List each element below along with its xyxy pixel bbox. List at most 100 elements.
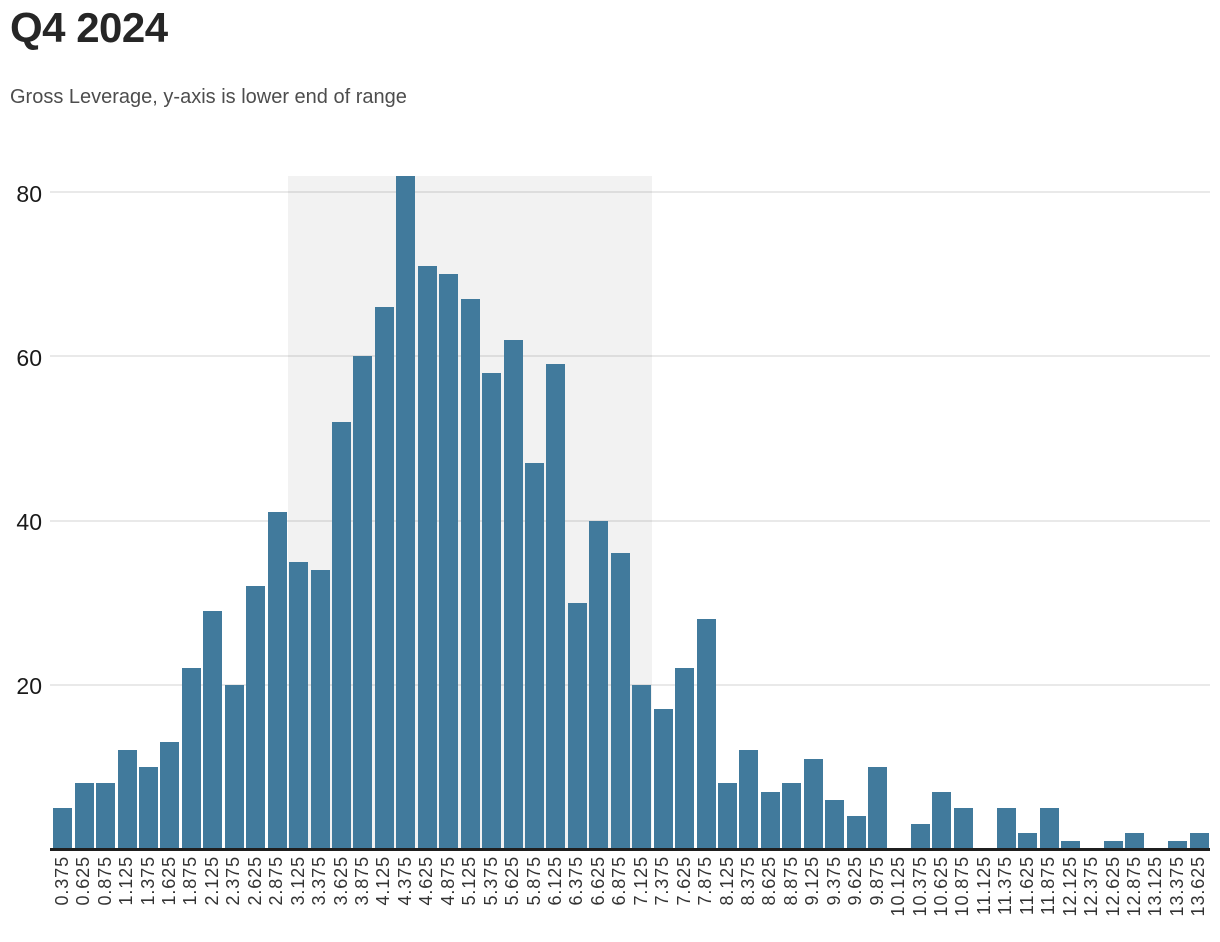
x-tick-label-8.875: 8.875 (780, 856, 801, 906)
bar-12.125 (1061, 840, 1081, 849)
bar-13.625 (1189, 832, 1209, 849)
x-tick-label-2.875: 2.875 (266, 856, 287, 906)
x-tick-label-12.625: 12.625 (1102, 856, 1123, 917)
bar-10.625 (932, 791, 952, 849)
x-tick-label-7.875: 7.875 (695, 856, 716, 906)
bar-9.125 (803, 758, 823, 849)
bar-5.875 (524, 463, 544, 849)
x-tick-label-1.375: 1.375 (137, 856, 158, 906)
x-tick-label-7.375: 7.375 (652, 856, 673, 906)
bar-8.375 (739, 750, 759, 849)
bar-12.625 (1103, 840, 1123, 849)
x-tick-label-13.625: 13.625 (1188, 856, 1209, 917)
bar-2.375 (224, 684, 244, 849)
x-tick-label-3.875: 3.875 (351, 856, 372, 906)
bar-1.375 (138, 766, 158, 849)
bar-10.875 (953, 807, 973, 849)
bar-13.375 (1168, 840, 1188, 849)
bar-3.625 (331, 421, 351, 849)
bar-4.625 (417, 265, 437, 849)
bar-4.875 (439, 274, 459, 849)
bar-3.375 (310, 569, 330, 849)
bar-7.625 (675, 668, 695, 849)
x-tick-label-11.625: 11.625 (1016, 856, 1037, 916)
bar-0.375 (53, 807, 73, 849)
x-tick-label-5.875: 5.875 (523, 856, 544, 906)
x-tick-label-0.375: 0.375 (51, 856, 72, 906)
bar-9.375 (825, 799, 845, 849)
x-tick-label-10.375: 10.375 (909, 856, 930, 917)
bar-11.625 (1018, 832, 1038, 849)
x-tick-label-3.125: 3.125 (287, 856, 308, 906)
bar-6.375 (567, 602, 587, 849)
y-tick-label-40: 40 (16, 509, 42, 535)
x-tick-label-4.875: 4.875 (437, 856, 458, 906)
bar-6.625 (589, 520, 609, 849)
x-axis-line (50, 848, 1210, 851)
bar-8.125 (717, 783, 737, 849)
gridline-40 (50, 519, 1210, 522)
x-tick-label-11.375: 11.375 (995, 856, 1016, 916)
x-tick-label-2.125: 2.125 (201, 856, 222, 906)
x-tick-label-12.125: 12.125 (1059, 856, 1080, 917)
x-tick-label-0.875: 0.875 (94, 856, 115, 906)
bar-8.875 (782, 783, 802, 849)
x-tick-label-10.625: 10.625 (930, 856, 951, 917)
bar-2.125 (203, 610, 223, 849)
bar-7.125 (632, 684, 652, 849)
bar-6.875 (610, 553, 630, 849)
bar-5.625 (503, 339, 523, 849)
x-tick-label-4.375: 4.375 (394, 856, 415, 906)
x-tick-label-13.375: 13.375 (1166, 856, 1187, 917)
x-tick-label-3.375: 3.375 (309, 856, 330, 906)
bar-12.875 (1125, 832, 1145, 849)
bar-11.375 (996, 807, 1016, 849)
bar-7.875 (696, 619, 716, 849)
x-tick-label-8.625: 8.625 (759, 856, 780, 906)
gridline-80 (50, 191, 1210, 193)
x-tick-label-4.125: 4.125 (373, 856, 394, 906)
chart-title: Q4 2024 (10, 4, 168, 51)
x-tick-label-5.125: 5.125 (459, 856, 480, 906)
gridline-20 (50, 683, 1210, 686)
x-tick-label-9.625: 9.625 (845, 856, 866, 906)
bar-5.125 (460, 298, 480, 849)
bar-6.125 (546, 364, 566, 849)
y-tick-label-80: 80 (16, 180, 42, 207)
bar-1.125 (117, 750, 137, 849)
x-tick-label-5.375: 5.375 (480, 856, 501, 906)
x-tick-label-6.625: 6.625 (587, 856, 608, 906)
bar-9.625 (846, 816, 866, 849)
x-tick-label-5.625: 5.625 (502, 856, 523, 906)
x-tick-label-6.375: 6.375 (566, 856, 587, 906)
x-tick-label-12.375: 12.375 (1081, 856, 1102, 917)
y-tick-label-20: 20 (16, 673, 42, 700)
bar-2.875 (267, 512, 287, 849)
x-tick-label-7.625: 7.625 (673, 856, 694, 906)
bar-4.375 (396, 175, 416, 849)
bar-9.875 (868, 766, 888, 849)
y-tick-label-60: 60 (16, 344, 42, 371)
x-tick-label-6.875: 6.875 (609, 856, 630, 906)
x-tick-label-10.125: 10.125 (888, 856, 909, 917)
x-tick-label-7.125: 7.125 (630, 856, 651, 906)
bar-1.625 (160, 742, 180, 849)
x-tick-label-0.625: 0.625 (73, 856, 94, 906)
bar-3.875 (353, 356, 373, 849)
x-tick-label-4.625: 4.625 (416, 856, 437, 906)
x-tick-label-9.125: 9.125 (802, 856, 823, 906)
x-tick-label-2.375: 2.375 (223, 856, 244, 906)
x-tick-label-8.125: 8.125 (716, 856, 737, 906)
x-tick-label-1.875: 1.875 (180, 856, 201, 906)
bar-5.375 (482, 372, 502, 849)
x-tick-label-13.125: 13.125 (1145, 856, 1166, 917)
bar-2.625 (246, 586, 266, 849)
x-tick-label-1.125: 1.125 (116, 856, 137, 906)
bar-4.125 (374, 306, 394, 849)
gridline-60 (50, 355, 1210, 358)
bar-1.875 (181, 668, 201, 849)
x-tick-label-6.125: 6.125 (544, 856, 565, 906)
x-tick-label-1.625: 1.625 (158, 856, 179, 906)
